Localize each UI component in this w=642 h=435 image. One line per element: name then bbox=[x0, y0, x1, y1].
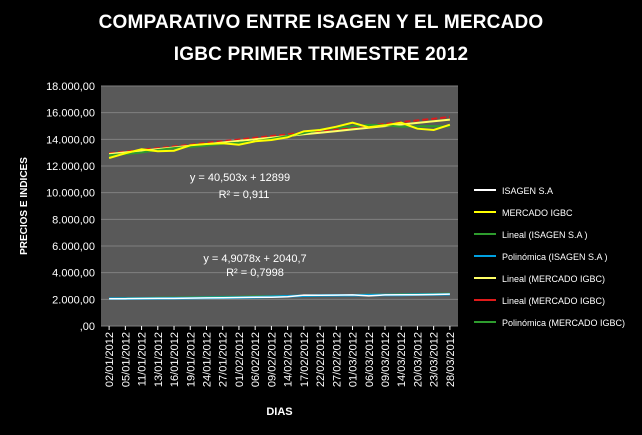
y-tick-label: 14.000,00 bbox=[46, 134, 95, 146]
x-tick-label: 01/03/2012 bbox=[348, 332, 360, 387]
x-tick-label: 16/01/2012 bbox=[169, 332, 181, 387]
x-tick-label: 09/03/2012 bbox=[380, 332, 392, 387]
x-tick-label: 09/02/2012 bbox=[266, 332, 278, 387]
x-tick-label: 01/02/2012 bbox=[234, 332, 246, 387]
x-tick-label: 14/02/2012 bbox=[283, 332, 295, 387]
trendline-linear-mercado-red bbox=[108, 115, 451, 155]
x-tick-label: 20/03/2012 bbox=[412, 332, 424, 387]
y-tick-label: 2.000,00 bbox=[52, 294, 95, 306]
y-tick-label: 8.000,00 bbox=[52, 214, 95, 226]
x-tick-label: 13/01/2012 bbox=[153, 332, 165, 387]
legend-label: Polinómica (ISAGEN S.A ) bbox=[502, 252, 608, 262]
y-tick-label: 4.000,00 bbox=[52, 268, 95, 280]
annotation-r2-isagen: R² = 0,7998 bbox=[226, 267, 284, 279]
x-axis-label: DIAS bbox=[266, 406, 292, 418]
annotation-equation-isagen: y = 4,9078x + 2040,7 bbox=[203, 253, 306, 265]
y-tick-label: 6.000,00 bbox=[52, 241, 95, 253]
x-tick-label: 22/02/2012 bbox=[315, 332, 327, 387]
trendline-poly-mercado bbox=[109, 123, 450, 157]
y-tick-label: ,00 bbox=[80, 321, 95, 333]
series-line-mercado-igbc bbox=[108, 121, 451, 159]
x-tick-label: 17/02/2012 bbox=[299, 332, 311, 387]
x-tick-label: 27/02/2012 bbox=[331, 332, 343, 387]
y-tick-label: 18.000,00 bbox=[46, 81, 95, 93]
x-tick-label: 06/02/2012 bbox=[250, 332, 262, 387]
legend-label: Lineal (ISAGEN S.A ) bbox=[502, 230, 588, 240]
x-tick-label: 23/03/2012 bbox=[429, 332, 441, 387]
chart-title-line-2: IGBC PRIMER TRIMESTRE 2012 bbox=[173, 44, 469, 65]
legend-label: Lineal (MERCADO IGBC) bbox=[502, 296, 605, 306]
series-line-isagen bbox=[109, 293, 450, 300]
y-axis-label: PRECIOS E INDICES bbox=[19, 157, 30, 255]
annotation-equation-mercado: y = 40,503x + 12899 bbox=[190, 172, 290, 184]
x-tick-label: 19/01/2012 bbox=[185, 332, 197, 387]
y-tick-label: 10.000,00 bbox=[46, 188, 95, 200]
legend-label: Lineal (MERCADO IGBC) bbox=[502, 274, 605, 284]
x-tick-label: 27/01/2012 bbox=[218, 332, 230, 387]
x-tick-label: 06/03/2012 bbox=[364, 332, 376, 387]
x-tick-label: 28/03/2012 bbox=[445, 332, 457, 387]
legend-label: ISAGEN S.A bbox=[502, 186, 553, 196]
x-tick-label: 11/01/2012 bbox=[137, 332, 149, 386]
x-tick-label: 05/01/2012 bbox=[120, 332, 132, 387]
annotation-r2-mercado: R² = 0,911 bbox=[219, 189, 270, 201]
y-tick-label: 12.000,00 bbox=[46, 161, 95, 173]
y-tick-label: 16.000,00 bbox=[46, 108, 95, 120]
x-tick-label: 14/03/2012 bbox=[396, 332, 408, 387]
legend-label: Polinómica (MERCADO IGBC) bbox=[502, 318, 625, 328]
legend-label: MERCADO IGBC bbox=[502, 208, 573, 218]
x-tick-label: 24/01/2012 bbox=[201, 332, 213, 387]
chart-title-line-1: COMPARATIVO ENTRE ISAGEN Y EL MERCADO bbox=[98, 12, 544, 33]
x-tick-label: 02/01/2012 bbox=[104, 332, 116, 387]
